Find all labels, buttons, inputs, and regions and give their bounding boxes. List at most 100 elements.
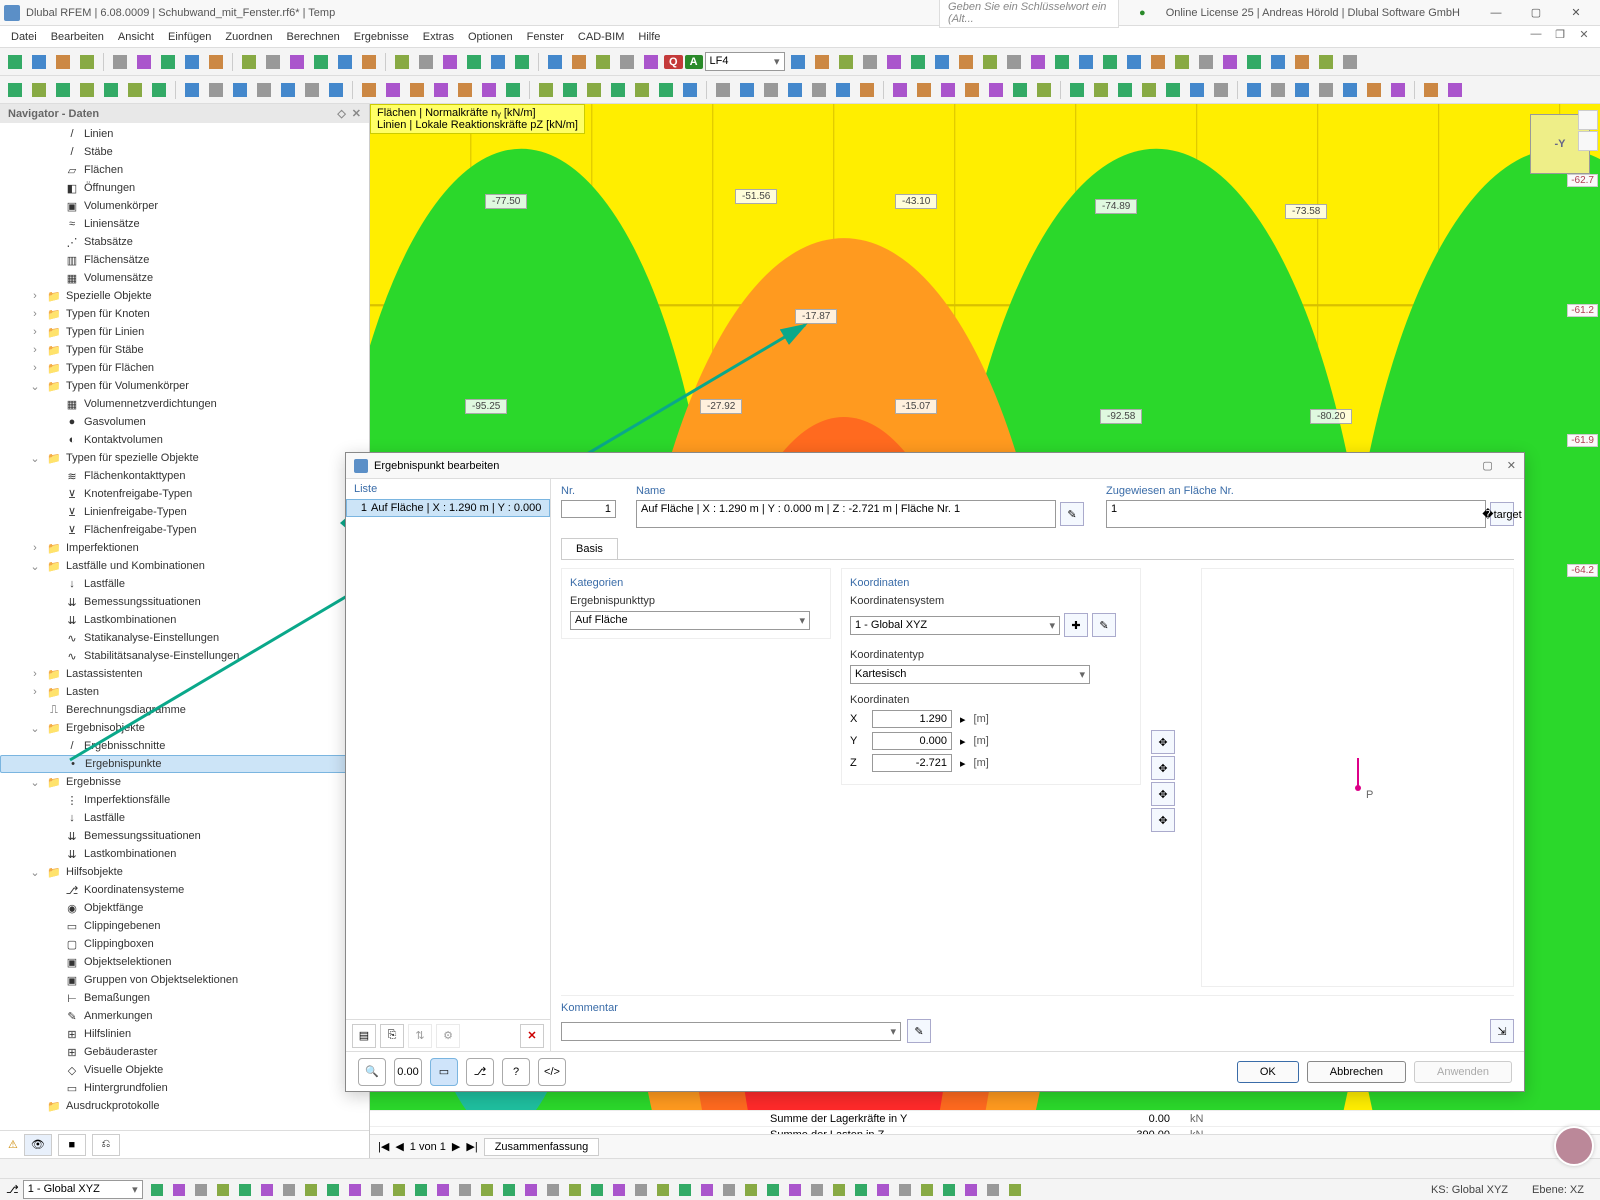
tree-item[interactable]: ⇊Bemessungssituationen [0, 593, 369, 611]
toolbar1-btn[interactable] [1147, 51, 1169, 73]
toolbar1-btn[interactable] [883, 51, 905, 73]
name-input[interactable]: Auf Fläche | X : 1.290 m | Y : 0.000 m |… [636, 500, 1056, 528]
tree-item[interactable]: ⌄📁Lastfälle und Kombinationen [0, 557, 369, 575]
statusbar-btn[interactable] [455, 1181, 475, 1199]
toolbar2-btn[interactable] [1444, 79, 1466, 101]
tree-item[interactable]: ◉Objektfänge [0, 899, 369, 917]
toolbar2-btn[interactable] [937, 79, 959, 101]
ok-button[interactable]: OK [1237, 1061, 1299, 1083]
statusbar-btn[interactable] [257, 1181, 277, 1199]
tree-item[interactable]: ▣Volumenkörper [0, 197, 369, 215]
statusbar-btn[interactable] [389, 1181, 409, 1199]
toolbar1-btn[interactable] [205, 51, 227, 73]
kommentar-extra-button[interactable]: ⇲ [1490, 1019, 1514, 1043]
toolbar1-btn[interactable] [286, 51, 308, 73]
statusbar-btn[interactable] [301, 1181, 321, 1199]
toolbar2-btn[interactable] [1243, 79, 1265, 101]
toolbar1-btn[interactable] [592, 51, 614, 73]
tree-item[interactable]: ⎇Koordinatensysteme [0, 881, 369, 899]
filter-button[interactable]: ⚙ [436, 1024, 460, 1048]
statusbar-btn[interactable] [741, 1181, 761, 1199]
toolbar2-btn[interactable] [382, 79, 404, 101]
toolbar1-btn[interactable] [439, 51, 461, 73]
statusbar-btn[interactable] [587, 1181, 607, 1199]
statusbar-btn[interactable] [235, 1181, 255, 1199]
edit-cs-button[interactable]: ✎ [1092, 613, 1116, 637]
tree-item[interactable]: ›📁Imperfektionen [0, 539, 369, 557]
tree-item[interactable]: /Stäbe [0, 143, 369, 161]
toolbar1-btn[interactable] [811, 51, 833, 73]
statusbar-btn[interactable] [565, 1181, 585, 1199]
delete-item-button[interactable]: ✕ [520, 1024, 544, 1048]
toolbar1-btn[interactable] [76, 51, 98, 73]
toolbar2-btn[interactable] [430, 79, 452, 101]
tree-item[interactable]: ▢Clippingboxen [0, 935, 369, 953]
dialog-maximize-icon[interactable]: ▢ [1482, 459, 1492, 472]
toolbar2-btn[interactable] [1387, 79, 1409, 101]
statusbar-btn[interactable] [697, 1181, 717, 1199]
maximize-button[interactable]: ▢ [1516, 1, 1556, 25]
toolbar1-btn[interactable] [1099, 51, 1121, 73]
toolbar2-btn[interactable] [679, 79, 701, 101]
toolbar2-btn[interactable] [607, 79, 629, 101]
toolbar1-btn[interactable] [1123, 51, 1145, 73]
toolbar2-btn[interactable] [832, 79, 854, 101]
new-item-button[interactable]: ▤ [352, 1024, 376, 1048]
frame-button[interactable]: ▭ [430, 1058, 458, 1086]
tree-item[interactable]: ⌄📁Ergebnisse [0, 773, 369, 791]
statusbar-btn[interactable] [829, 1181, 849, 1199]
tree-item[interactable]: ≈Liniensätze [0, 215, 369, 233]
tree-item[interactable]: ▥Flächensätze [0, 251, 369, 269]
navigator-tree[interactable]: /Linien/Stäbe▱Flächen◧Öffnungen▣Volumenk… [0, 123, 369, 1130]
pick-pt-button[interactable]: ✥ [1151, 808, 1175, 832]
toolbar1-btn[interactable] [334, 51, 356, 73]
pager-prev[interactable]: ◀ [395, 1140, 403, 1153]
toolbar1-btn[interactable] [358, 51, 380, 73]
tree-item[interactable]: ∿Stabilitätsanalyse-Einstellungen [0, 647, 369, 665]
toolbar2-btn[interactable] [277, 79, 299, 101]
menu-einfügen[interactable]: Einfügen [161, 29, 218, 45]
toolbar2-btn[interactable] [1210, 79, 1232, 101]
statusbar-btn[interactable] [675, 1181, 695, 1199]
tree-item[interactable]: ≋Flächenkontakttypen [0, 467, 369, 485]
toolbar1-btn[interactable] [955, 51, 977, 73]
toolbar1-btn[interactable] [544, 51, 566, 73]
lf-dropdown[interactable]: LF4▾ [705, 52, 785, 71]
toolbar1-btn[interactable] [1267, 51, 1289, 73]
statusbar-btn[interactable] [719, 1181, 739, 1199]
apply-button[interactable]: Anwenden [1414, 1061, 1512, 1083]
statusbar-btn[interactable] [191, 1181, 211, 1199]
menu-bearbeiten[interactable]: Bearbeiten [44, 29, 111, 45]
dialog-close-icon[interactable]: ✕ [1507, 459, 1516, 472]
statusbar-btn[interactable] [1005, 1181, 1025, 1199]
statusbar-btn[interactable] [213, 1181, 233, 1199]
toolbar2-btn[interactable] [913, 79, 935, 101]
statusbar-btn[interactable] [653, 1181, 673, 1199]
stepper-icon[interactable]: ▸ [960, 757, 966, 770]
menu-optionen[interactable]: Optionen [461, 29, 520, 45]
toolbar1-btn[interactable] [1075, 51, 1097, 73]
tree-item[interactable]: 📁Ausdruckprotokolle [0, 1097, 369, 1115]
toolbar2-btn[interactable] [358, 79, 380, 101]
toolbar2-btn[interactable] [1186, 79, 1208, 101]
tree-item[interactable]: ⊞Hilfslinien [0, 1025, 369, 1043]
statusbar-btn[interactable] [961, 1181, 981, 1199]
kommentar-input[interactable]: ▾ [561, 1022, 901, 1041]
statusbar-btn[interactable] [609, 1181, 629, 1199]
tree-item[interactable]: ›📁Spezielle Objekte [0, 287, 369, 305]
pick-z-button[interactable]: ✥ [1151, 782, 1175, 806]
toolbar2-btn[interactable] [559, 79, 581, 101]
toolbar1-btn[interactable] [463, 51, 485, 73]
toolbar2-btn[interactable] [1291, 79, 1313, 101]
tree-item[interactable]: ▣Objektselektionen [0, 953, 369, 971]
toolbar2-btn[interactable] [985, 79, 1007, 101]
toolbar1-btn[interactable] [1339, 51, 1361, 73]
toolbar2-btn[interactable] [181, 79, 203, 101]
pick-surface-button[interactable]: �target [1490, 502, 1514, 526]
tree-item[interactable]: ↓Lastfälle [0, 575, 369, 593]
mdi-restore[interactable]: ❐ [1548, 28, 1572, 46]
tree-item[interactable]: ⎍Berechnungsdiagramme [0, 701, 369, 719]
nav-tab-display[interactable]: ■ [58, 1134, 86, 1156]
toolbar2-btn[interactable] [808, 79, 830, 101]
statusbar-btn[interactable] [279, 1181, 299, 1199]
